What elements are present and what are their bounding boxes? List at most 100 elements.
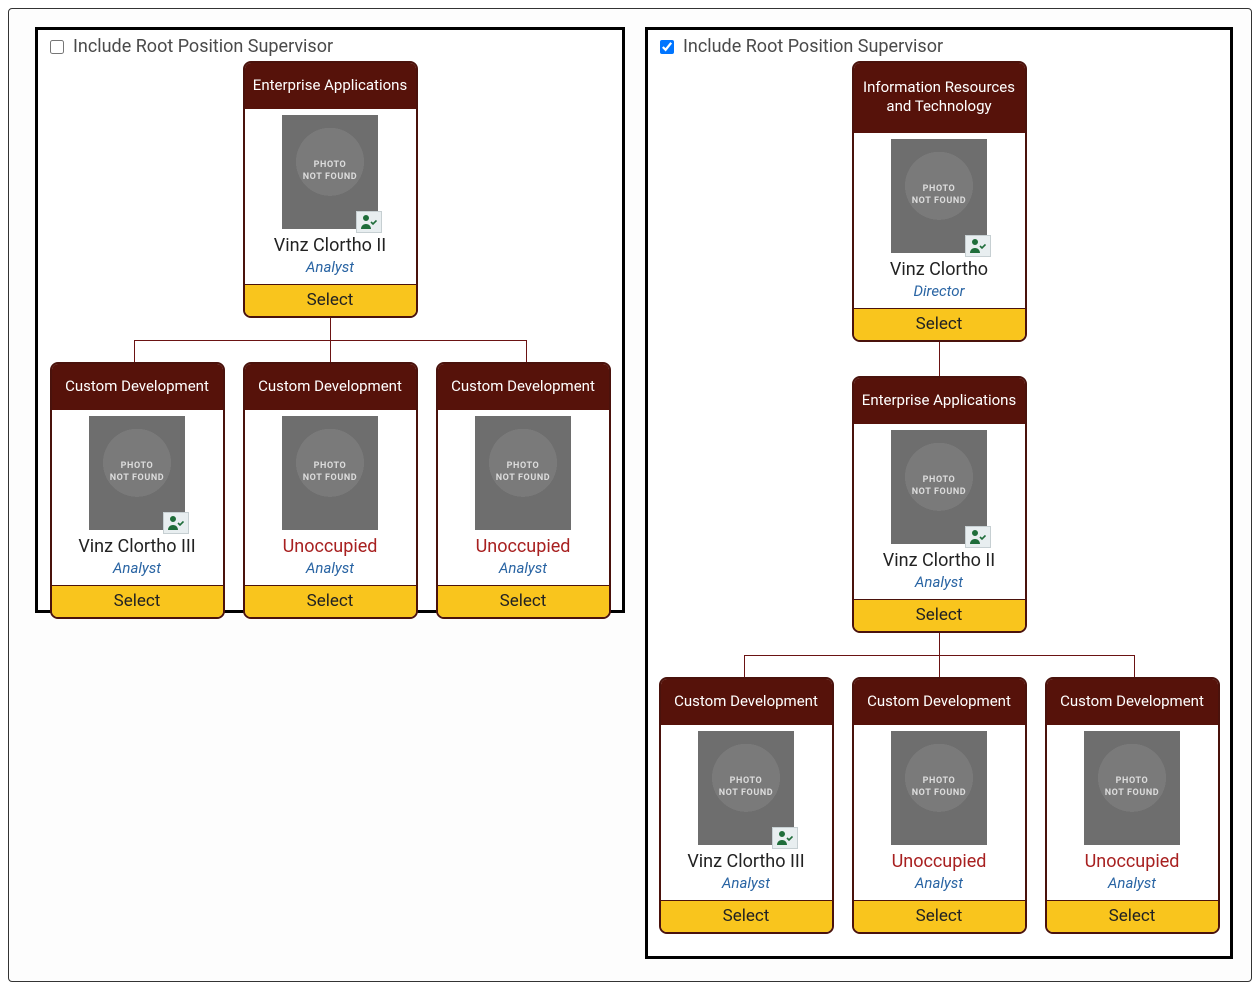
person-role: Analyst	[671, 874, 822, 892]
assigned-badge-icon	[772, 827, 798, 849]
org-card-body: PHOTO NOT FOUND Vinz Clortho II Analyst	[854, 424, 1025, 599]
person-name: Vinz Clortho II	[864, 550, 1015, 571]
assigned-badge-icon	[965, 526, 991, 548]
photo-placeholder: PHOTO NOT FOUND	[1084, 731, 1180, 845]
org-card-body: PHOTO NOT FOUND Vinz Clortho III Analyst	[661, 725, 832, 900]
org-card-body: PHOTO NOT FOUND Vinz Clortho Director	[854, 133, 1025, 308]
select-button[interactable]: Select	[438, 585, 609, 617]
person-name: Vinz Clortho III	[62, 536, 213, 557]
org-card-body: PHOTO NOT FOUND Vinz Clortho II Analyst	[245, 109, 416, 284]
dept-label: Enterprise Applications	[862, 391, 1016, 410]
select-button[interactable]: Select	[854, 599, 1025, 631]
org-card: Custom Development PHOTO NOT FOUND Unoccup…	[243, 362, 418, 619]
org-card: Custom Development PHOTO NOT FOUND Unoccup…	[852, 677, 1027, 934]
select-button[interactable]: Select	[854, 900, 1025, 932]
org-card-header: Custom Development	[1047, 679, 1218, 725]
photo-placeholder-text: PHOTO NOT FOUND	[912, 776, 967, 799]
person-role: Analyst	[1057, 874, 1208, 892]
connector-vertical	[939, 633, 940, 655]
photo-placeholder: PHOTO NOT FOUND	[698, 731, 794, 845]
person-role: Analyst	[448, 559, 599, 577]
org-card-header: Custom Development	[245, 364, 416, 410]
panel-left: Include Root Position Supervisor Enterpr…	[35, 27, 625, 613]
include-supervisor-input-right[interactable]	[660, 40, 674, 54]
org-card-body: PHOTO NOT FOUND Unoccupied Analyst	[438, 410, 609, 585]
org-card-header: Custom Development	[661, 679, 832, 725]
org-card-header: Custom Development	[854, 679, 1025, 725]
dept-label: Information Resources and Technology	[862, 78, 1017, 116]
org-card-header: Enterprise Applications	[245, 63, 416, 109]
photo-placeholder: PHOTO NOT FOUND	[89, 416, 185, 530]
photo-placeholder: PHOTO NOT FOUND	[475, 416, 571, 530]
select-button[interactable]: Select	[245, 284, 416, 316]
include-supervisor-input-left[interactable]	[50, 40, 64, 54]
dept-label: Custom Development	[1060, 692, 1204, 711]
dept-label: Custom Development	[65, 377, 209, 396]
include-supervisor-checkbox-right[interactable]: Include Root Position Supervisor	[656, 36, 1222, 57]
person-name: Unoccupied	[1057, 851, 1208, 872]
org-card-header: Enterprise Applications	[854, 378, 1025, 424]
org-card: Custom Development PHOTO NOT FOUND Vinz Cl…	[659, 677, 834, 934]
photo-placeholder: PHOTO NOT FOUND	[282, 416, 378, 530]
person-role: Analyst	[864, 874, 1015, 892]
comparison-container: Include Root Position Supervisor Enterpr…	[8, 8, 1252, 982]
connector-horizontal	[46, 340, 614, 362]
person-name: Unoccupied	[255, 536, 406, 557]
select-button[interactable]: Select	[854, 308, 1025, 340]
assigned-badge-icon	[356, 211, 382, 233]
include-supervisor-checkbox-left[interactable]: Include Root Position Supervisor	[46, 36, 614, 57]
photo-placeholder: PHOTO NOT FOUND	[891, 731, 987, 845]
select-button[interactable]: Select	[661, 900, 832, 932]
connector-vertical	[939, 342, 940, 376]
person-role: Director	[864, 282, 1015, 300]
person-name: Vinz Clortho III	[671, 851, 822, 872]
photo-placeholder-text: PHOTO NOT FOUND	[719, 776, 774, 799]
select-button[interactable]: Select	[52, 585, 223, 617]
person-role: Analyst	[255, 559, 406, 577]
connector-vertical	[330, 318, 331, 340]
dept-label: Custom Development	[674, 692, 818, 711]
assigned-badge-icon	[965, 235, 991, 257]
person-role: Analyst	[255, 258, 406, 276]
select-button[interactable]: Select	[1047, 900, 1218, 932]
org-card-body: PHOTO NOT FOUND Unoccupied Analyst	[245, 410, 416, 585]
org-tree-left: Enterprise Applications PHOTO NOT FOUND …	[46, 61, 614, 619]
person-name: Vinz Clortho II	[255, 235, 406, 256]
person-name: Vinz Clortho	[864, 259, 1015, 280]
photo-placeholder-text: PHOTO NOT FOUND	[912, 475, 967, 498]
org-card: Information Resources and Technology PHO…	[852, 61, 1027, 342]
panel-right: Include Root Position Supervisor Informa…	[645, 27, 1233, 959]
photo-placeholder-text: PHOTO NOT FOUND	[496, 461, 551, 484]
photo-placeholder-text: PHOTO NOT FOUND	[303, 461, 358, 484]
select-button[interactable]: Select	[245, 585, 416, 617]
photo-placeholder: PHOTO NOT FOUND	[282, 115, 378, 229]
include-supervisor-label: Include Root Position Supervisor	[73, 36, 333, 57]
person-name: Unoccupied	[448, 536, 599, 557]
tree-level-children: Custom Development PHOTO NOT FOUND Vinz Cl…	[656, 677, 1222, 934]
person-name: Unoccupied	[864, 851, 1015, 872]
org-card: Enterprise Applications PHOTO NOT FOUND …	[852, 376, 1027, 633]
person-role: Analyst	[864, 573, 1015, 591]
dept-label: Custom Development	[258, 377, 402, 396]
org-card-body: PHOTO NOT FOUND Vinz Clortho III Analyst	[52, 410, 223, 585]
photo-placeholder: PHOTO NOT FOUND	[891, 139, 987, 253]
org-card-header: Information Resources and Technology	[854, 63, 1025, 133]
dept-label: Custom Development	[867, 692, 1011, 711]
photo-placeholder-text: PHOTO NOT FOUND	[912, 184, 967, 207]
org-card: Custom Development PHOTO NOT FOUND Unoccup…	[1045, 677, 1220, 934]
org-card-body: PHOTO NOT FOUND Unoccupied Analyst	[1047, 725, 1218, 900]
photo-placeholder-text: PHOTO NOT FOUND	[1105, 776, 1160, 799]
org-card-body: PHOTO NOT FOUND Unoccupied Analyst	[854, 725, 1025, 900]
person-role: Analyst	[62, 559, 213, 577]
assigned-badge-icon	[163, 512, 189, 534]
connector-horizontal	[656, 655, 1222, 677]
tree-level-root: Enterprise Applications PHOTO NOT FOUND …	[46, 61, 614, 318]
org-card: Custom Development PHOTO NOT FOUND Vinz Cl…	[50, 362, 225, 619]
org-card: Enterprise Applications PHOTO NOT FOUND …	[243, 61, 418, 318]
photo-placeholder: PHOTO NOT FOUND	[891, 430, 987, 544]
tree-level-root: Enterprise Applications PHOTO NOT FOUND …	[656, 376, 1222, 633]
dept-label: Custom Development	[451, 377, 595, 396]
tree-level-children: Custom Development PHOTO NOT FOUND Vinz Cl…	[46, 362, 614, 619]
org-card-header: Custom Development	[52, 364, 223, 410]
org-card-header: Custom Development	[438, 364, 609, 410]
